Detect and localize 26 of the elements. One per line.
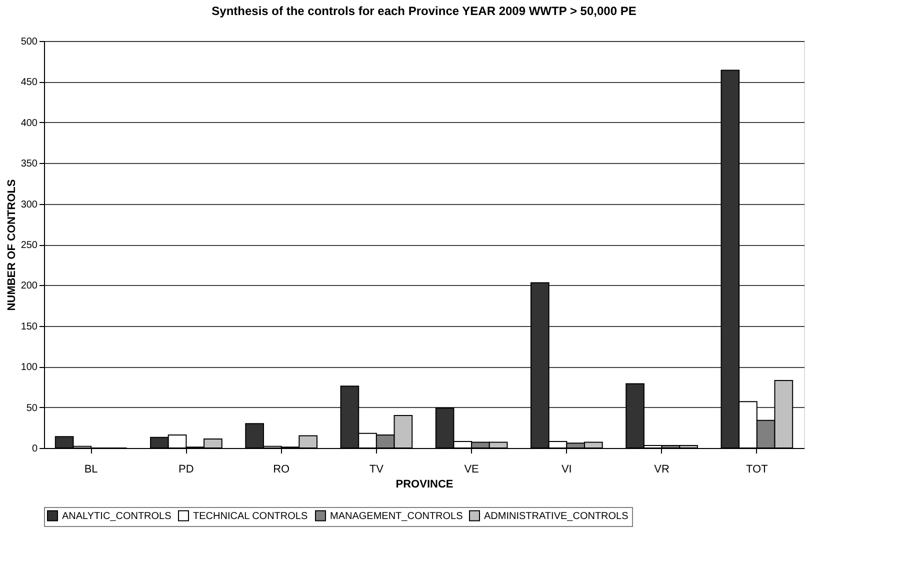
y-tick-label: 150: [20, 321, 38, 332]
y-tick-label: 100: [20, 362, 38, 374]
y-tick-label: 300: [20, 199, 38, 210]
legend-label: ADMINISTRATIVE_CONTROLS: [484, 510, 629, 522]
x-tick-label: BL: [84, 464, 98, 476]
y-tick-label: 200: [20, 280, 38, 292]
y-tick-label: 400: [20, 118, 38, 129]
x-tick-label: RO: [273, 464, 290, 476]
legend-label: TECHNICAL CONTROLS: [193, 510, 308, 522]
y-tick-label: 350: [20, 158, 38, 170]
x-tick-label: VE: [464, 464, 479, 476]
y-tick-label: 500: [20, 36, 38, 48]
y-tick-label: 450: [20, 77, 38, 88]
x-tick-label: TV: [369, 464, 384, 476]
x-tick-label: PD: [178, 464, 194, 476]
y-tick-label: 0: [32, 444, 38, 454]
y-axis-title: NUMBER OF CONTROLS: [6, 179, 18, 311]
legend-label: ANALYTIC_CONTROLS: [62, 510, 172, 522]
x-tick-label: VR: [654, 464, 670, 476]
x-axis-title: PROVINCE: [396, 478, 454, 490]
chart-title: Synthesis of the controls for each Province YEAR 2009 WWTP > 50,000 PE: [212, 4, 636, 18]
y-tick-label: 250: [20, 240, 38, 251]
x-tick-label: VI: [561, 464, 572, 476]
x-tick-label: TOT: [746, 464, 768, 476]
y-tick-label: 50: [26, 402, 38, 414]
legend-label: MANAGEMENT_CONTROLS: [330, 510, 464, 522]
